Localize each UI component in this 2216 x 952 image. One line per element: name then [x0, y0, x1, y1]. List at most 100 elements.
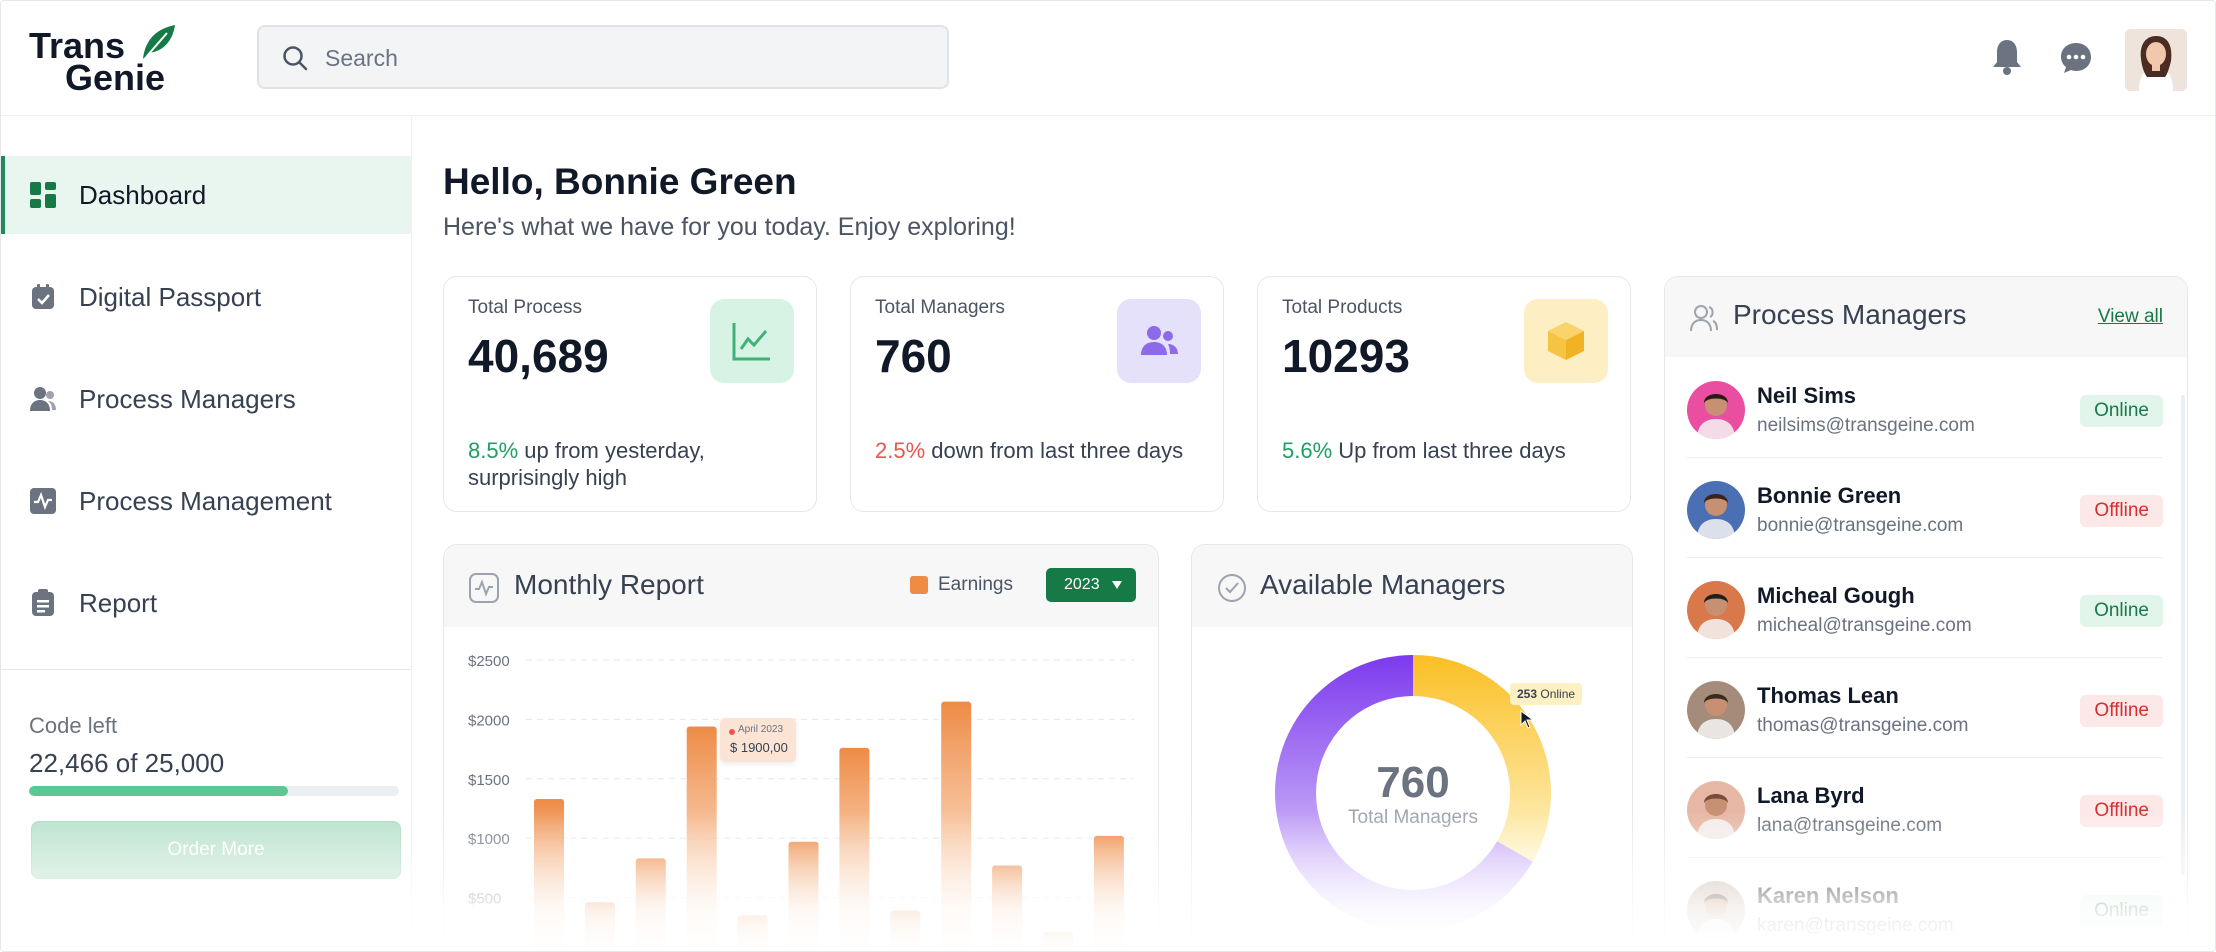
stat-description: 5.6% Up from last three days — [1282, 437, 1602, 464]
search-input[interactable] — [323, 41, 927, 75]
sidebar-item-process-management[interactable]: Process Management — [1, 462, 411, 540]
bell-icon[interactable] — [1991, 37, 2023, 77]
manager-email: micheal@transgeine.com — [1757, 615, 1972, 636]
row-divider — [1687, 557, 2163, 558]
status-badge: Online — [2080, 595, 2163, 627]
leaf-icon — [143, 25, 175, 59]
process-managers-panel: Process Managers View all Neil Sims neils… — [1664, 276, 2188, 951]
stat-card-total-products[interactable]: Total Products 10293 5.6% Up from last t… — [1257, 276, 1631, 512]
earnings-bar[interactable] — [839, 747, 870, 952]
earnings-bar[interactable] — [941, 701, 972, 952]
brand-logo[interactable]: Trans Genie — [29, 23, 179, 98]
sidebar-divider — [1, 669, 411, 670]
earnings-bar[interactable] — [992, 865, 1023, 952]
legend-label: Earnings — [938, 574, 1013, 595]
view-all-link[interactable]: View all — [2097, 306, 2163, 327]
process-manager-row[interactable]: Lana Byrd lana@transgeine.com Offline — [1687, 757, 2163, 857]
stat-change: 5.6% — [1282, 438, 1333, 463]
sidebar-item-label: Process Managers — [79, 384, 296, 414]
row-divider — [1687, 657, 2163, 658]
stat-title: Total Managers — [875, 297, 1005, 318]
process-manager-row[interactable]: Neil Sims neilsims@transgeine.com Online — [1687, 357, 2163, 457]
status-badge: Offline — [2080, 695, 2163, 727]
caret-down-icon — [1112, 581, 1122, 589]
users-icon — [1690, 305, 1718, 332]
manager-name: Neil Sims — [1757, 383, 1857, 408]
donut-total: 760 — [1376, 758, 1450, 807]
manager-name: Micheal Gough — [1757, 583, 1915, 608]
code-left-label: Code left — [29, 713, 118, 738]
online-label: Online — [1540, 687, 1576, 701]
search-icon — [283, 46, 308, 71]
monthly-report-title: Monthly Report — [514, 569, 704, 600]
avatar — [1687, 481, 1745, 539]
row-divider — [1687, 457, 2163, 458]
earnings-bar[interactable] — [788, 841, 819, 952]
process-manager-row[interactable]: Bonnie Green bonnie@transgeine.com Offline — [1687, 457, 2163, 557]
avatar — [1687, 681, 1745, 739]
earnings-bar[interactable] — [534, 798, 564, 952]
status-badge: Online — [2080, 895, 2163, 927]
brand-line2: Genie — [65, 57, 166, 98]
stat-desc-text: down from last three days — [925, 438, 1184, 463]
search-box[interactable] — [257, 25, 949, 89]
stat-description: 2.5% down from last three days — [875, 437, 1195, 464]
manager-name: Bonnie Green — [1757, 483, 1902, 508]
sidebar-item-process-managers[interactable]: Process Managers — [1, 360, 411, 438]
monthly-report-header: Monthly Report Earnings 2023 — [444, 545, 1158, 627]
process-managers-header: Process Managers View all — [1665, 277, 2187, 357]
avatar — [1687, 581, 1745, 639]
users-icon — [30, 387, 56, 411]
earnings-bar[interactable] — [737, 915, 768, 952]
year-dropdown[interactable]: 2023 — [1046, 568, 1136, 602]
process-manager-row[interactable]: Thomas Lean thomas@transgeine.com Offline — [1687, 657, 2163, 757]
chart-tooltip: April 2023 $ 1900,00 — [720, 718, 796, 762]
stat-card-total-managers[interactable]: Total Managers 760 2.5% down from last t… — [850, 276, 1224, 512]
status-badge: Online — [2080, 395, 2163, 427]
scrollbar[interactable] — [2181, 395, 2185, 875]
y-tick-label: $2000 — [468, 712, 510, 729]
year-value: 2023 — [1064, 576, 1100, 593]
order-more-button[interactable]: Order More — [31, 821, 401, 879]
calendar-check-icon — [32, 284, 54, 309]
stat-card-total-process[interactable]: Total Process 40,689 8.5% up from yester… — [443, 276, 817, 512]
earnings-bar[interactable] — [890, 910, 921, 952]
available-managers-title: Available Managers — [1260, 569, 1506, 600]
earnings-bar[interactable] — [635, 858, 666, 952]
stat-title: Total Process — [468, 297, 583, 318]
manager-name: Lana Byrd — [1757, 783, 1865, 808]
stat-description: 8.5% up from yesterday, surprisingly hig… — [468, 437, 788, 491]
avatar — [1687, 881, 1745, 939]
code-progress-fill — [29, 786, 288, 796]
sidebar-item-dashboard[interactable]: Dashboard — [1, 156, 411, 234]
available-managers-header: Available Managers — [1192, 545, 1632, 627]
y-tick-label: $500 — [468, 891, 501, 908]
sidebar-item-label: Digital Passport — [79, 282, 262, 312]
process-manager-row[interactable]: Karen Nelson karen@transgeine.com Online — [1687, 857, 2163, 951]
tooltip-value: $ 1900,00 — [730, 740, 788, 755]
brand-line1: Trans — [29, 25, 126, 66]
earnings-bar[interactable] — [1093, 835, 1124, 952]
earnings-bar[interactable] — [686, 726, 717, 952]
chat-icon[interactable] — [2059, 41, 2093, 75]
manager-email: karen@transgeine.com — [1757, 915, 1954, 936]
sidebar-item-report[interactable]: Report — [1, 564, 411, 642]
wave-icon — [469, 573, 499, 603]
available-managers-card: Available Managers 760 Total Managers 25… — [1191, 544, 1633, 951]
earnings-bar[interactable] — [1043, 932, 1073, 952]
stat-desc-text: up from yesterday, surprisingly high — [468, 438, 705, 490]
manager-email: neilsims@transgeine.com — [1757, 415, 1975, 436]
earnings-bar[interactable] — [584, 902, 615, 952]
donut-segment-online[interactable] — [1413, 655, 1551, 862]
user-avatar[interactable] — [2125, 29, 2187, 91]
monthly-report-card: Monthly Report Earnings 2023 $2500 $2000 $… — [443, 544, 1159, 952]
top-header: Trans Genie — [1, 1, 2215, 116]
sidebar-item-digital-passport[interactable]: Digital Passport — [1, 258, 411, 336]
manager-email: thomas@transgeine.com — [1757, 715, 1969, 736]
stat-value: 760 — [875, 330, 952, 382]
process-managers-title: Process Managers — [1733, 299, 1967, 330]
dashboard-icon — [30, 182, 56, 208]
process-manager-row[interactable]: Micheal Gough micheal@transgeine.com Onlin… — [1687, 557, 2163, 657]
users-icon — [1141, 326, 1178, 355]
tooltip-month: April 2023 — [738, 724, 784, 735]
